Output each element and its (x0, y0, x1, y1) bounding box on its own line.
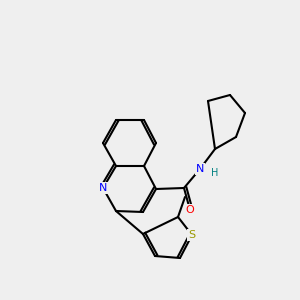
Text: H: H (211, 168, 219, 178)
Text: N: N (99, 183, 107, 193)
Text: N: N (196, 164, 204, 174)
Text: S: S (188, 230, 196, 240)
Text: O: O (186, 205, 194, 215)
